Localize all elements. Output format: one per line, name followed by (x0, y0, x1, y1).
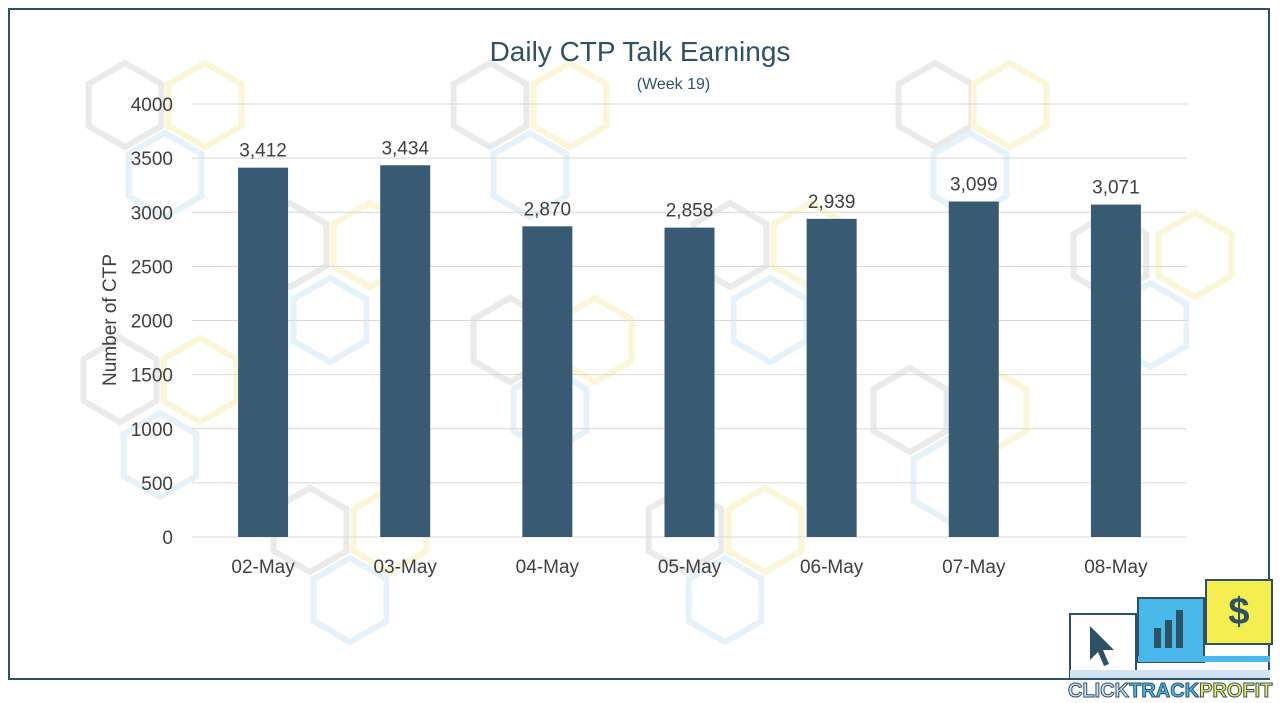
watermark-hexagon (685, 554, 765, 646)
bar-chart-icon (1154, 628, 1161, 648)
logo-wordmark: CLICKTRACKPROFIT (1067, 680, 1273, 703)
data-label: 2,858 (666, 201, 714, 222)
data-label: 3,099 (950, 175, 998, 196)
watermark-hexagon (80, 334, 160, 426)
x-tick-label: 07-May (942, 557, 1006, 578)
bar (380, 165, 431, 537)
y-tick-label: 2000 (131, 312, 173, 333)
watermark-hexagon (690, 199, 770, 291)
y-tick-label: 0 (162, 528, 173, 549)
y-tick-label: 1500 (131, 366, 173, 387)
x-tick-label: 02-May (231, 557, 295, 578)
bar (948, 201, 999, 537)
watermark-hexagon (530, 59, 610, 151)
y-tick-label: 500 (141, 474, 173, 495)
y-tick-label: 3000 (131, 203, 173, 224)
y-tick-label: 1000 (131, 420, 173, 441)
bar (238, 167, 289, 537)
watermark-hexagon (645, 484, 725, 576)
chart-subtitle: (Week 19) (636, 76, 711, 93)
cursor-icon (1090, 626, 1114, 666)
y-tick-label: 3500 (131, 149, 173, 170)
dollar-icon: $ (1228, 591, 1249, 633)
watermark-hexagon (125, 129, 205, 221)
clicktrackprofit-logo: $ (1069, 579, 1273, 679)
watermark-hexagon (160, 334, 240, 426)
bar (664, 227, 715, 537)
watermark-hexagon (450, 59, 530, 151)
data-label: 2,870 (524, 199, 572, 220)
x-tick-label: 06-May (800, 557, 864, 578)
x-tick-label: 05-May (658, 557, 722, 578)
watermark-hexagon (730, 274, 810, 366)
watermark-hexagon (1155, 209, 1235, 301)
watermark-hexagon (725, 484, 805, 576)
bar (1090, 204, 1141, 537)
y-tick-label: 2500 (131, 257, 173, 278)
watermark-hexagon (290, 274, 370, 366)
data-label: 3,071 (1092, 178, 1140, 199)
data-label: 3,412 (239, 141, 287, 162)
watermark-hexagon (165, 59, 245, 151)
x-tick-label: 04-May (516, 557, 580, 578)
data-label: 2,939 (808, 192, 856, 213)
watermark-hexagon (120, 409, 200, 501)
y-tick-label: 4000 (131, 95, 173, 116)
watermark-hexagon (490, 129, 570, 221)
watermark-hexagon (970, 59, 1050, 151)
bar (522, 226, 573, 537)
watermark-hexagon (310, 554, 390, 646)
bar (806, 218, 857, 537)
chart-frame (8, 8, 1270, 680)
x-tick-label: 03-May (374, 557, 438, 578)
x-tick-label: 08-May (1084, 557, 1148, 578)
watermark-hexagon (85, 59, 165, 151)
data-label: 3,434 (381, 138, 429, 159)
chart-title: Daily CTP Talk Earnings (489, 36, 791, 67)
watermark-hexagon (870, 364, 950, 456)
